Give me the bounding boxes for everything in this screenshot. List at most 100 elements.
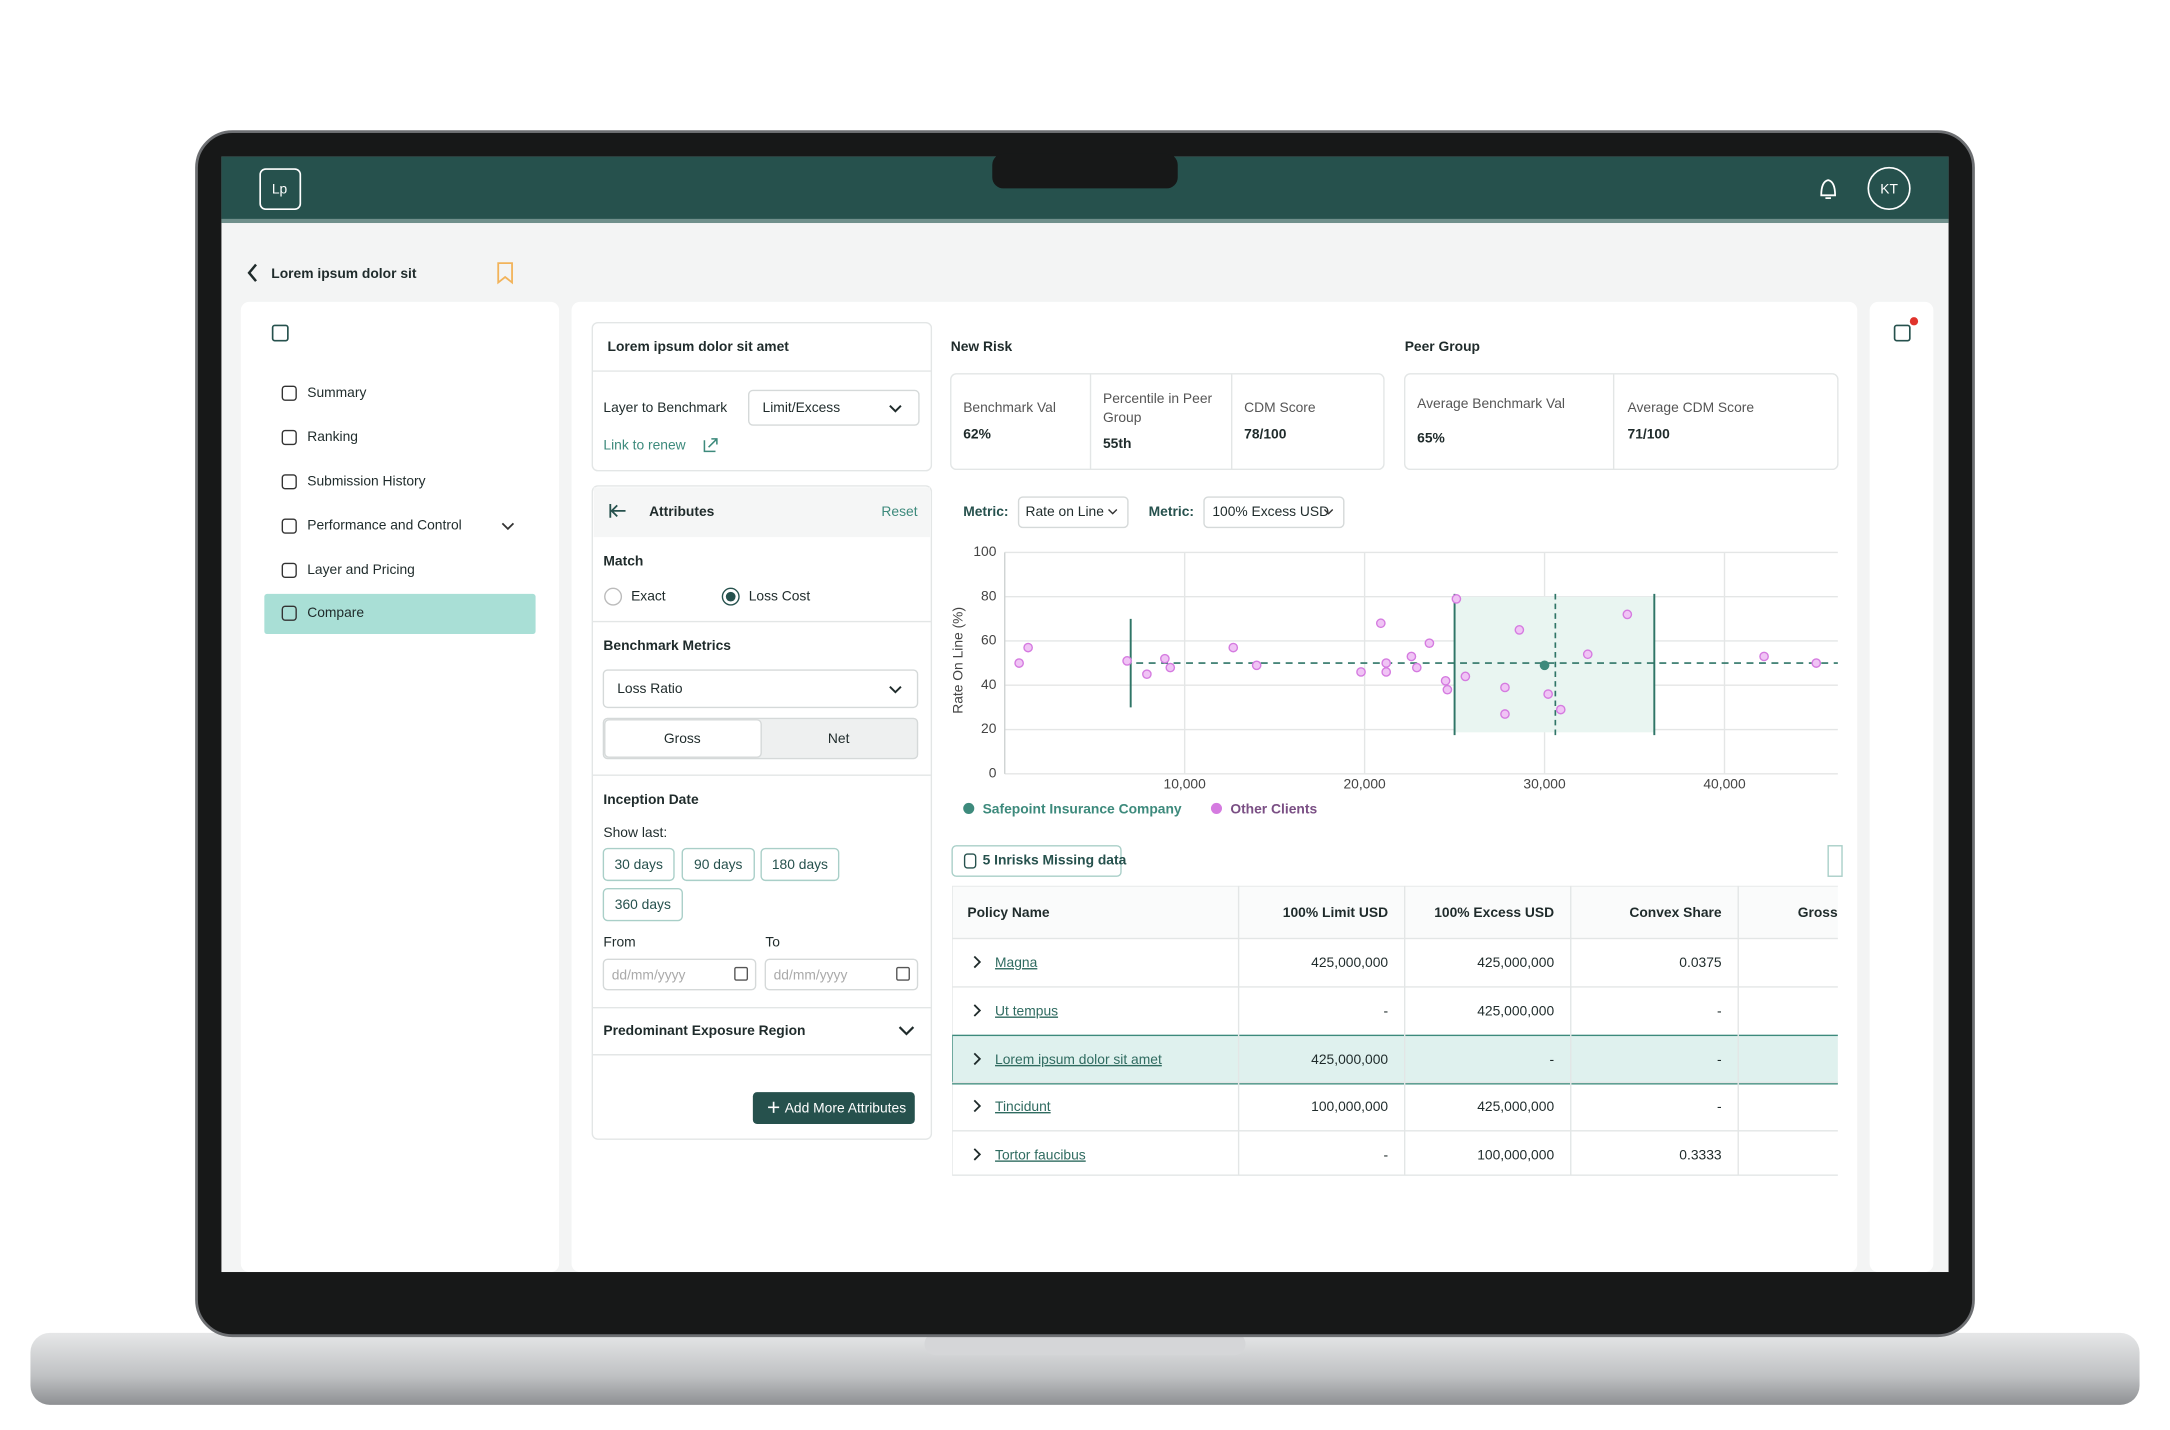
label: Match: [603, 553, 643, 569]
data-point: [1251, 660, 1262, 671]
data-point: [1023, 642, 1033, 653]
label: Layer to Benchmark: [603, 399, 727, 415]
missing-button[interactable]: [951, 845, 1122, 877]
bookmark-icon[interactable]: [497, 262, 513, 285]
nav-icon: [281, 474, 297, 490]
placeholder: dd/mm/yyyy: [612, 967, 686, 983]
data-point: [1014, 658, 1024, 668]
y-tick-label: 80: [981, 587, 997, 603]
attributes-card: [591, 485, 933, 1140]
active-item: [264, 593, 536, 635]
link[interactable]: Link to renew: [603, 436, 686, 452]
expand-icon[interactable]: [1893, 324, 1911, 342]
policy-link[interactable]: Magna: [995, 954, 1038, 970]
x-tick-label: 20,000: [1343, 776, 1386, 792]
toggle-selected[interactable]: [604, 719, 762, 758]
nav-item[interactable]: Summary: [307, 384, 366, 400]
day-chip[interactable]: [681, 847, 755, 882]
policy-link[interactable]: Lorem ipsum dolor sit amet: [995, 1051, 1162, 1067]
y-tick-label: 0: [989, 764, 997, 780]
y-tick-label: 20: [981, 720, 997, 736]
day-chip[interactable]: [760, 847, 840, 882]
collapse-icon[interactable]: [271, 324, 289, 342]
legend-dot: [963, 802, 975, 814]
back-icon[interactable]: [247, 263, 257, 282]
row-expand[interactable]: [973, 1052, 982, 1066]
metric-label: Metric:: [963, 503, 1008, 519]
avatar[interactable]: [1867, 166, 1911, 211]
metric-label: Percentile in Peer Group: [1103, 389, 1213, 424]
day-chip-label: 360 days: [615, 896, 671, 912]
data-point: [1356, 667, 1366, 677]
nav-item[interactable]: Compare: [307, 604, 364, 620]
benchmark-band: [1454, 596, 1655, 733]
policy-link[interactable]: Tincidunt: [995, 1098, 1051, 1114]
toggle-option: Net: [828, 730, 850, 746]
policy-link[interactable]: Ut tempus: [995, 1003, 1058, 1019]
peer-card: [1403, 373, 1839, 471]
data-point: [1500, 682, 1510, 693]
cell: -: [1717, 1051, 1722, 1067]
row-expand[interactable]: [973, 955, 982, 969]
legend-dot: [1210, 802, 1223, 814]
metric-label: Average CDM Score: [1628, 399, 1755, 415]
row-expand[interactable]: [973, 1099, 982, 1113]
column-header: Convex Share: [1629, 904, 1722, 920]
date-from[interactable]: [602, 958, 757, 991]
chevron: [1108, 508, 1118, 515]
row-expand[interactable]: [973, 1148, 982, 1161]
laptop-base: [30, 1332, 2140, 1405]
cell: 425,000,000: [1477, 954, 1554, 970]
data-point: [1440, 675, 1451, 686]
data-point: [1500, 709, 1510, 719]
metric-label: Average Benchmark Val: [1417, 395, 1565, 411]
button-label: 5 Inrisks Missing data: [983, 852, 1127, 868]
data-point: [1460, 671, 1471, 682]
nav-icon: [281, 429, 297, 446]
new-risk-card: [950, 373, 1385, 471]
x-tick-label: 40,000: [1703, 776, 1746, 792]
metric-label: Benchmark Val: [963, 399, 1056, 415]
clipped-button[interactable]: [1827, 845, 1843, 877]
x-tick-label: 30,000: [1523, 776, 1566, 792]
add-button[interactable]: [752, 1092, 915, 1124]
column-header: 100% Excess USD: [1434, 904, 1554, 920]
nav-item[interactable]: Performance and Control: [307, 517, 462, 533]
cell: -: [1717, 1098, 1722, 1114]
day-chip[interactable]: [602, 847, 675, 882]
laptop-notch: [924, 1332, 1246, 1356]
metric-select-1[interactable]: [1017, 496, 1129, 529]
nav-item[interactable]: Submission History: [307, 472, 425, 488]
data-point: [1424, 638, 1435, 649]
reset-link[interactable]: Reset: [881, 503, 917, 519]
day-chip[interactable]: [602, 887, 683, 922]
cell: 100,000,000: [1477, 1146, 1554, 1162]
metric-value: 78/100: [1244, 425, 1287, 441]
expand-chevron: [501, 522, 515, 531]
legend-label: Other Clients: [1230, 800, 1317, 816]
row-expand[interactable]: [973, 1004, 982, 1017]
nav-item[interactable]: Ranking: [307, 428, 358, 444]
column-header: Policy Name: [967, 904, 1050, 920]
label: From: [603, 933, 635, 949]
nav-item[interactable]: Layer and Pricing: [307, 561, 415, 577]
back-arrow[interactable]: [609, 503, 626, 518]
layer-select[interactable]: [748, 389, 920, 426]
y-tick-label: 100: [973, 543, 996, 559]
data-point: [1442, 684, 1453, 695]
date-to[interactable]: [764, 958, 919, 991]
metric-value: 71/100: [1628, 425, 1671, 441]
policy-link[interactable]: Tortor faucibus: [995, 1146, 1086, 1162]
data-point: [1514, 625, 1525, 635]
metric-select-2[interactable]: [1203, 496, 1345, 529]
bell-icon[interactable]: [1820, 179, 1836, 200]
day-chip-label: 30 days: [614, 856, 663, 872]
metric-value: 62%: [963, 425, 991, 441]
select-value: Limit/Excess: [763, 399, 841, 415]
radio-exact[interactable]: [604, 587, 623, 606]
chevron[interactable]: [898, 1026, 915, 1036]
metric-select[interactable]: [602, 669, 919, 709]
external-icon: [703, 438, 718, 453]
data-point: [1555, 704, 1566, 715]
